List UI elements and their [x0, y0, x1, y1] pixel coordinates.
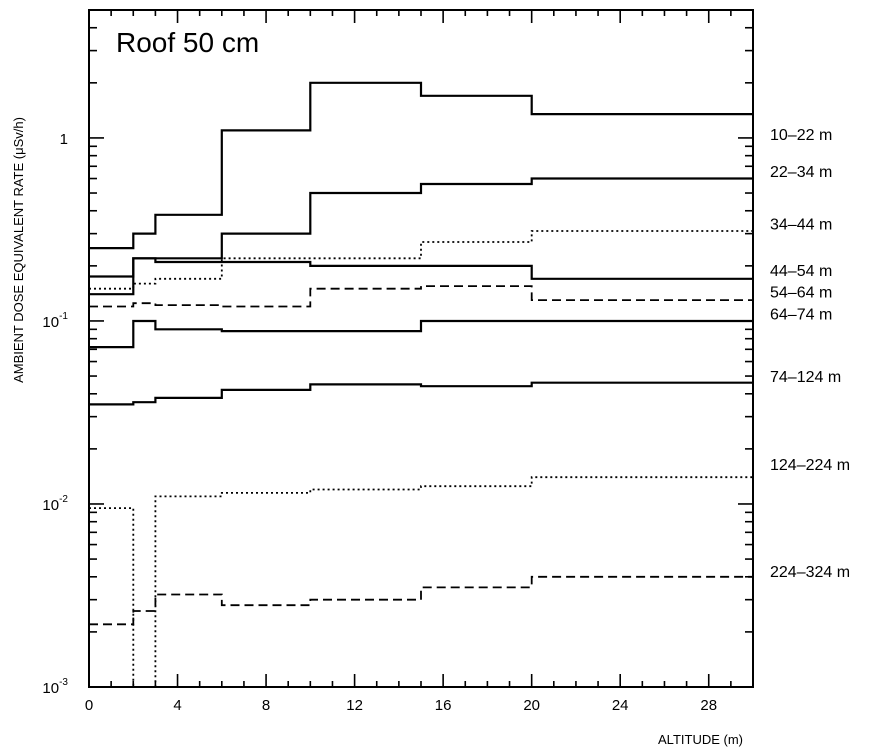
series-label-44-54-m: 44–54 m	[770, 263, 832, 280]
x-tick-label: 24	[612, 697, 629, 714]
series-label-10-22-m: 10–22 m	[770, 127, 832, 144]
series-line-34-44-m	[89, 230, 753, 290]
x-axis-ticks: 0 4 8 12 16 20 24 28	[85, 10, 754, 714]
series-label-74-124-m: 74–124 m	[770, 369, 841, 386]
x-tick-label: 28	[700, 697, 717, 714]
series-label-64-74-m: 64–74 m	[770, 306, 832, 323]
series-layer	[89, 81, 753, 688]
series-line-64-74-m	[89, 319, 753, 349]
series-label-34-44-m: 34–44 m	[770, 217, 832, 234]
x-tick-label: 20	[523, 697, 540, 714]
series-label-124-224-m: 124–224 m	[770, 457, 850, 474]
series-line-54-64-m	[89, 285, 753, 308]
x-tick-label: 16	[435, 697, 452, 714]
series-label-layer: 10–22 m 22–34 m 34–44 m 44–54 m 54–64 m 64–74…	[770, 127, 850, 581]
series-line-10-22-m	[89, 81, 753, 250]
y-axis-label: AMBIENT DOSE EQUIVALENT RATE (μSv/h)	[11, 117, 26, 383]
series-label-54-64-m: 54–64 m	[770, 284, 832, 301]
series-label-22-34-m: 22–34 m	[770, 164, 832, 181]
chart-title: Roof 50 cm	[116, 27, 259, 58]
y-tick-label: 10-1	[42, 311, 68, 331]
plot-frame	[88, 9, 754, 688]
y-tick-label: 10-2	[42, 494, 68, 514]
y-axis-ticks: 1 10-1 10-2 10-3	[42, 9, 753, 697]
x-tick-label: 12	[346, 697, 363, 714]
series-line-224-324-m	[89, 575, 753, 626]
y-tick-label: 1	[60, 131, 68, 148]
series-line-74-124-m	[89, 381, 753, 406]
x-tick-label: 0	[85, 697, 93, 714]
x-tick-label: 8	[262, 697, 270, 714]
series-line-44-54-m	[89, 257, 753, 296]
y-tick-label: 10-3	[42, 677, 68, 697]
x-tick-label: 4	[173, 697, 181, 714]
x-axis-label: ALTITUDE (m)	[658, 732, 743, 747]
series-label-224-324-m: 224–324 m	[770, 564, 850, 581]
series-line-124-224-m	[89, 476, 753, 688]
